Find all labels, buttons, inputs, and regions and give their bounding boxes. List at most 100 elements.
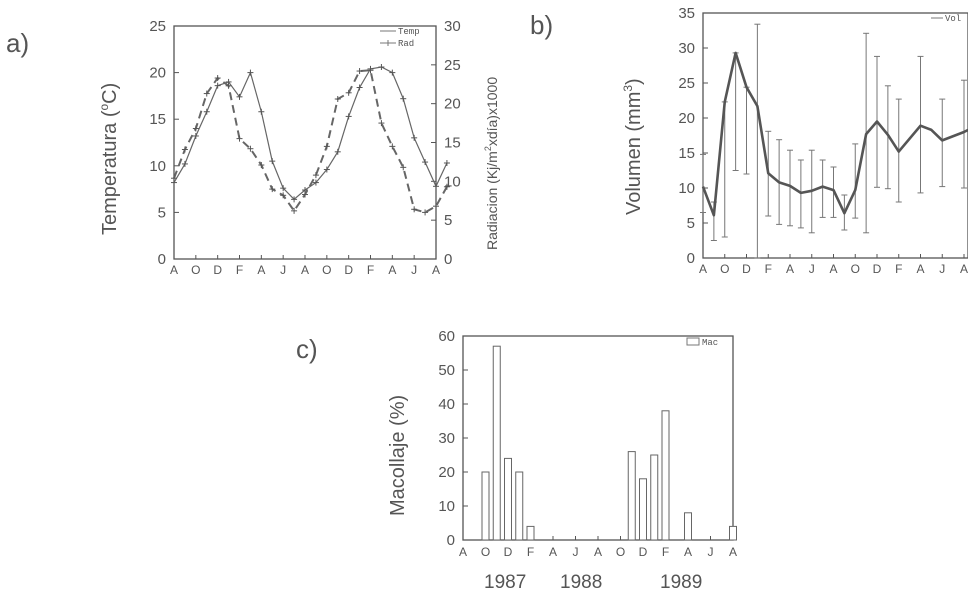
legend-vol-label: Vol <box>945 14 961 24</box>
x-tick-label: A <box>301 263 309 277</box>
series-line-temp <box>173 66 448 201</box>
panel-a-series <box>171 64 450 216</box>
x-tick-label: F <box>895 262 902 276</box>
x-tick-label: A <box>257 263 265 277</box>
x-tick-label: D <box>742 262 751 276</box>
legend-mac-label: Mac <box>702 338 718 348</box>
year-label-1989: 1989 <box>660 572 702 593</box>
panel-c-y-axis: 0 10 20 30 40 50 60 <box>438 328 468 549</box>
x-tick-label: J <box>411 263 417 277</box>
x-tick-label: D <box>213 263 222 277</box>
panel-b-plot-frame <box>702 12 968 259</box>
x-tick-label: J <box>280 263 286 277</box>
y-tick-label: 25 <box>678 75 695 92</box>
x-tick-label: O <box>720 262 729 276</box>
legend-mac-swatch <box>686 337 700 346</box>
x-tick-label: A <box>916 262 924 276</box>
x-tick-label: F <box>765 262 772 276</box>
y-tick-label: 15 <box>678 145 695 162</box>
x-tick-label: F <box>367 263 374 277</box>
panel-a-plot-frame <box>173 25 437 260</box>
x-tick-label: J <box>573 545 579 559</box>
x-tick-label: O <box>481 545 490 559</box>
bar <box>504 457 512 541</box>
y-tick-label: 35 <box>678 5 695 22</box>
x-tick-label: O <box>851 262 860 276</box>
y-right-tick-label: 15 <box>444 135 461 152</box>
panel-c-bars <box>481 345 737 541</box>
y-tick-label: 60 <box>438 328 455 345</box>
y-tick-label: 20 <box>678 110 695 127</box>
y-tick-label: 5 <box>158 204 166 221</box>
x-tick-label: O <box>191 263 200 277</box>
y-tick-label: 30 <box>678 40 695 57</box>
y-tick-label: 25 <box>149 18 166 35</box>
x-tick-label: A <box>459 545 467 559</box>
panel-b-legend: Vol <box>931 14 961 24</box>
panel-c-years: 1987 1988 1989 <box>484 572 702 593</box>
panel-c-legend: Mac <box>686 337 718 348</box>
panel-a-ylabel-left: Temperatura (oC) <box>97 83 121 235</box>
panel-b-ylabel: Volumen (mm3) <box>621 78 645 215</box>
x-tick-label: A <box>549 545 557 559</box>
legend-rad-label: Rad <box>398 39 414 49</box>
bar <box>526 525 535 541</box>
bar <box>492 345 501 541</box>
y-tick-label: 0 <box>447 532 455 549</box>
y-tick-label: 5 <box>687 215 695 232</box>
y-right-tick-label: 25 <box>444 57 461 74</box>
x-tick-label: A <box>829 262 837 276</box>
y-right-tick-label: 0 <box>444 251 452 268</box>
panel-a-ylabel-right: Radiacion (Kj/m2xdía)x1000 <box>483 77 500 250</box>
x-tick-label: A <box>729 545 737 559</box>
y-tick-label: 10 <box>438 498 455 515</box>
x-tick-label: O <box>322 263 331 277</box>
panel-b-series <box>700 23 968 259</box>
panel-c-label: c) <box>296 334 318 364</box>
series-line-rad <box>173 69 448 214</box>
x-tick-label: A <box>388 263 396 277</box>
x-tick-label: D <box>873 262 882 276</box>
bar <box>661 410 670 541</box>
year-label-1988: 1988 <box>560 572 602 593</box>
bar <box>627 451 636 541</box>
x-tick-label: F <box>662 545 669 559</box>
panel-b-label: b) <box>530 10 553 40</box>
x-tick-label: A <box>170 263 178 277</box>
panel-c-plot-frame <box>462 335 734 541</box>
x-tick-label: D <box>639 545 648 559</box>
bar <box>481 471 490 541</box>
x-tick-label: F <box>527 545 534 559</box>
y-tick-label: 20 <box>438 464 455 481</box>
y-tick-label: 10 <box>149 158 166 175</box>
bar <box>650 454 659 541</box>
x-tick-label: A <box>699 262 707 276</box>
panel-a-legend: Temp Rad <box>380 27 420 49</box>
x-tick-label: J <box>809 262 815 276</box>
panel-a-left-axis: 0 5 10 15 20 25 <box>149 18 179 268</box>
y-tick-label: 30 <box>438 430 455 447</box>
x-tick-label: O <box>616 545 625 559</box>
y-right-tick-label: 30 <box>444 18 461 35</box>
bar <box>729 525 737 541</box>
panel-b-y-axis: 0 5 10 15 20 25 30 35 <box>678 5 708 267</box>
y-right-tick-label: 10 <box>444 173 461 190</box>
y-right-tick-label: 20 <box>444 96 461 113</box>
x-tick-label: J <box>939 262 945 276</box>
bar <box>639 478 647 541</box>
x-tick-label: A <box>786 262 794 276</box>
x-tick-label: A <box>684 545 692 559</box>
panel-c-ylabel: Macollaje (%) <box>387 395 409 516</box>
panel-a-right-axis: 0 5 10 15 20 25 30 <box>431 18 461 268</box>
x-tick-label: A <box>960 262 968 276</box>
x-tick-label: A <box>432 263 440 277</box>
x-tick-label: D <box>504 545 513 559</box>
y-tick-label: 40 <box>438 396 455 413</box>
y-tick-label: 0 <box>158 251 166 268</box>
bar <box>515 471 524 541</box>
